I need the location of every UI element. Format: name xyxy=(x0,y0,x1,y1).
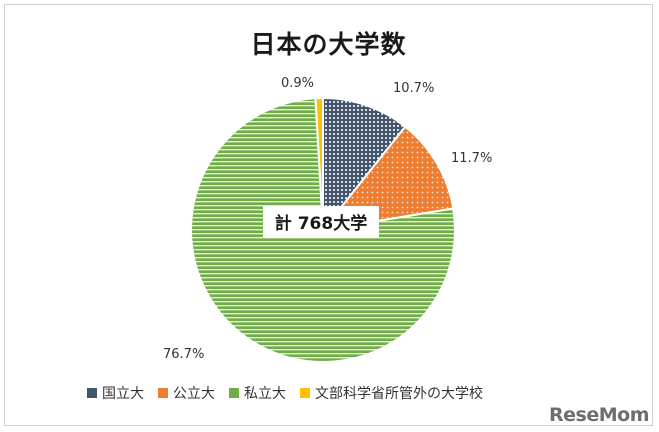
chart-legend: 国立大 公立大 私立大 文部科学省所管外の大学校 xyxy=(87,383,483,403)
slice-label-2: 11.7% xyxy=(451,151,492,166)
pie-labels: 10.7% 11.7% 76.7% 0.9% xyxy=(163,76,492,362)
legend-item-2: 公立大 xyxy=(158,383,215,403)
legend-swatch-3 xyxy=(229,388,239,398)
slice-label-4: 0.9% xyxy=(281,76,314,91)
legend-swatch-4 xyxy=(300,388,310,398)
center-label-box xyxy=(263,206,379,238)
chart-title: 日本の大学数 xyxy=(250,30,407,59)
pie-slice-4 xyxy=(314,96,324,231)
resemom-logo: ReseMom xyxy=(549,404,649,426)
pie-slice-1 xyxy=(322,96,407,233)
chart-frame: 日本の大学数 10.7% 11.7% 76.7% 0.9% 計 768大学 国立大 公立… xyxy=(4,4,653,426)
legend-item-4: 文部科学省所管外の大学校 xyxy=(300,383,483,403)
legend-label-1: 国立大 xyxy=(102,386,144,402)
legend-item-1: 国立大 xyxy=(87,383,144,403)
legend-swatch-1 xyxy=(87,388,97,398)
legend-label-4: 文部科学省所管外の大学校 xyxy=(315,386,483,402)
legend-label-3: 私立大 xyxy=(244,386,286,402)
legend-item-3: 私立大 xyxy=(229,383,286,403)
center-label: 計 768大学 xyxy=(275,213,367,234)
legend-label-2: 公立大 xyxy=(173,386,215,402)
slice-label-1: 10.7% xyxy=(393,81,434,96)
pie-chart: 10.7% 11.7% 76.7% 0.9% 計 768大学 xyxy=(163,76,492,363)
center-label-group: 計 768大学 xyxy=(263,206,379,238)
slice-label-3: 76.7% xyxy=(163,347,204,362)
legend-swatch-2 xyxy=(158,388,168,398)
pie-slice-2 xyxy=(320,125,455,232)
